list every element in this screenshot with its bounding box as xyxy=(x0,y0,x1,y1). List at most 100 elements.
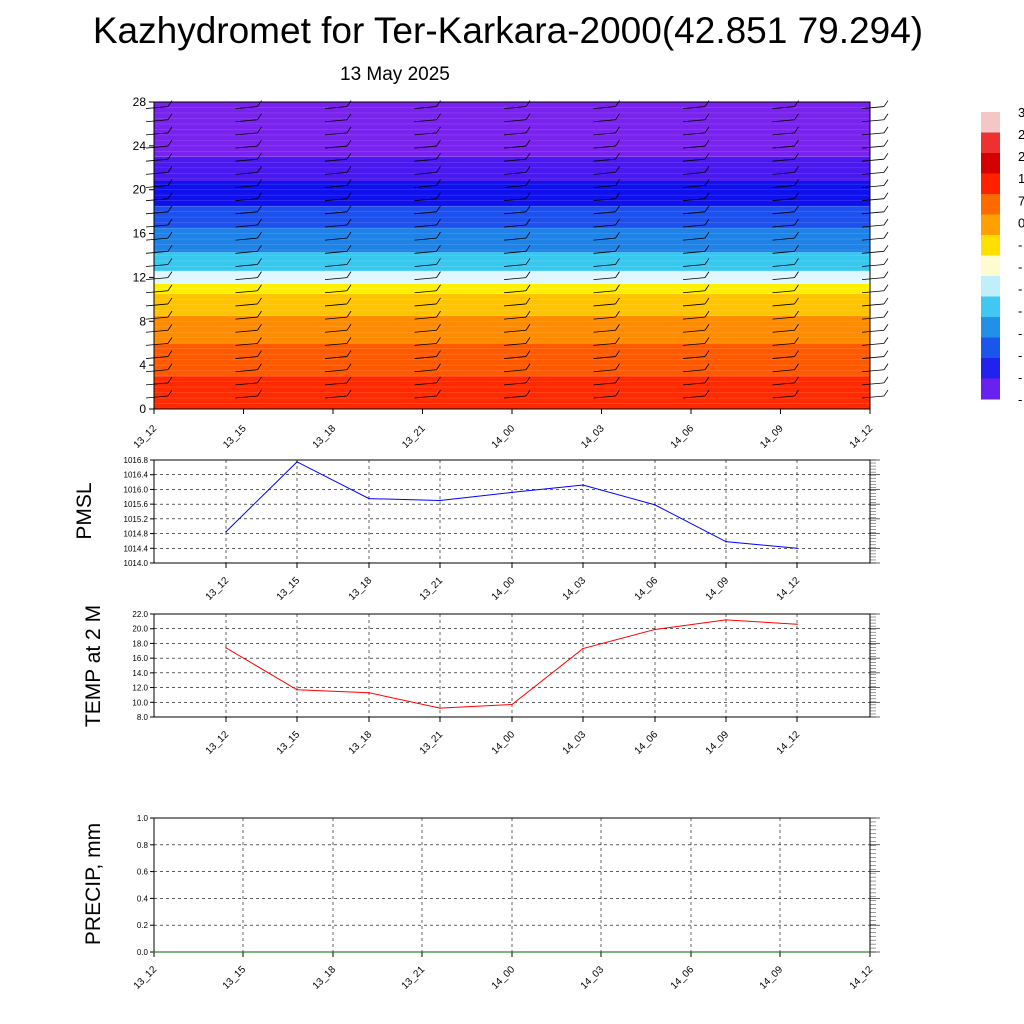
wind-barb xyxy=(682,106,706,109)
wind-barb-flag xyxy=(525,271,531,278)
wind-barb-flag xyxy=(346,271,352,278)
wind-barb xyxy=(235,395,258,399)
wind-barb-flag xyxy=(704,376,710,384)
heatmap-y-tick-label: 8 xyxy=(139,314,146,328)
wind-barb-flag xyxy=(883,100,889,107)
wind-barb-flag xyxy=(436,179,441,186)
wind-barb-flag xyxy=(257,389,262,397)
wind-barb xyxy=(235,158,258,162)
wind-barb xyxy=(145,158,169,162)
wind-barb xyxy=(235,382,258,386)
wind-barb-flag xyxy=(615,192,620,199)
wind-barb xyxy=(503,303,527,307)
wind-barb xyxy=(503,224,527,228)
wind-barb xyxy=(682,198,706,202)
pmsl-x-tick-label: 14_12 xyxy=(775,575,803,603)
wind-barb-flag xyxy=(257,126,262,134)
colorbar-box xyxy=(981,153,1000,174)
heatmap-x-tick-label: 13_21 xyxy=(400,423,428,451)
wind-barb-flag xyxy=(883,113,889,120)
temp-data-point xyxy=(654,628,656,631)
wind-barb xyxy=(503,211,527,215)
wind-barb xyxy=(772,211,795,215)
precip-data-point xyxy=(600,951,602,953)
wind-barb-flag xyxy=(346,126,352,134)
precip-x-tick-label: 13_21 xyxy=(400,964,428,992)
wind-barb xyxy=(682,329,706,333)
wind-barb xyxy=(503,343,527,346)
heatmap-x-tick-label: 14_06 xyxy=(669,423,697,451)
wind-barb-flag xyxy=(794,389,799,397)
wind-barb xyxy=(861,132,885,136)
wind-barb xyxy=(235,264,258,267)
precip-data-point xyxy=(332,951,334,953)
pmsl-y-tick-label: 1016.4 xyxy=(124,471,149,480)
wind-barb-flag xyxy=(704,271,710,278)
wind-barb xyxy=(503,369,527,373)
wind-barb-flag xyxy=(615,284,620,292)
wind-barb-flag xyxy=(883,271,889,278)
wind-barb xyxy=(682,382,706,386)
wind-barb xyxy=(414,185,437,188)
wind-barb-flag xyxy=(704,166,710,173)
temp-x-tick-label: 14_03 xyxy=(561,729,589,757)
wind-barb xyxy=(414,277,437,281)
wind-barb-flag xyxy=(257,166,262,173)
pmsl-frame xyxy=(153,459,871,564)
wind-barb xyxy=(324,382,348,386)
pmsl-data-point xyxy=(511,491,513,494)
precip-data-point xyxy=(421,951,423,953)
precip-x-tick-label: 14_09 xyxy=(758,964,786,992)
heatmap-y-tick-label: 16 xyxy=(133,227,147,241)
wind-barb xyxy=(861,395,885,399)
temp-y-axis-label: TEMP at 2 M xyxy=(82,605,105,727)
colorbar-label: 3 xyxy=(1018,105,1024,120)
wind-barb-flag xyxy=(525,126,531,134)
wind-barb-flag xyxy=(883,205,889,213)
wind-barb-flag xyxy=(615,126,620,134)
wind-barb-flag xyxy=(257,310,262,318)
wind-barb xyxy=(503,395,527,399)
wind-barb-flag xyxy=(436,284,441,292)
wind-barb xyxy=(593,316,616,320)
wind-barb-flag xyxy=(525,310,531,318)
wind-barb xyxy=(235,145,258,149)
wind-barb xyxy=(682,250,706,254)
wind-barb-flag xyxy=(883,376,889,384)
wind-barb-flag xyxy=(704,258,710,265)
heatmap-y-tick-label: 0 xyxy=(139,402,146,416)
wind-barb-flag xyxy=(615,350,620,357)
pmsl-y-tick-label: 1015.6 xyxy=(124,500,149,509)
wind-barb-flag xyxy=(257,179,262,186)
wind-barb-flag xyxy=(257,139,262,147)
wind-barb xyxy=(772,382,795,386)
wind-barb-flag xyxy=(346,113,352,120)
wind-barb-flag xyxy=(525,231,531,239)
wind-barb-flag xyxy=(794,126,799,134)
wind-barb xyxy=(593,145,616,149)
pmsl-y-tick-label: 1014.8 xyxy=(124,530,149,539)
wind-barb-flag xyxy=(346,218,352,226)
wind-barb xyxy=(414,198,437,202)
wind-barb-flag xyxy=(436,376,441,384)
wind-barb-flag xyxy=(257,245,262,252)
precip-data-point xyxy=(779,951,781,953)
wind-barb xyxy=(593,356,616,359)
temp-data-point xyxy=(296,688,298,691)
wind-barb xyxy=(414,171,437,175)
colorbar-label: - xyxy=(1018,326,1022,341)
wind-barb-flag xyxy=(883,389,889,397)
wind-barb-flag xyxy=(704,284,710,292)
heatmap-x-tick-label: 14_03 xyxy=(579,423,607,451)
heatmap-x-tick-label: 14_09 xyxy=(758,423,786,451)
wind-barb xyxy=(414,119,437,123)
wind-barb xyxy=(235,250,258,254)
wind-barb xyxy=(682,290,706,294)
temp-x-tick-label: 14_00 xyxy=(490,729,518,757)
wind-barb-flag xyxy=(615,324,620,331)
wind-barb xyxy=(861,106,885,109)
wind-barb-flag xyxy=(525,324,531,331)
wind-barb-flag xyxy=(525,389,531,397)
wind-barb-flag xyxy=(794,192,799,199)
temp-data-point xyxy=(225,647,227,649)
